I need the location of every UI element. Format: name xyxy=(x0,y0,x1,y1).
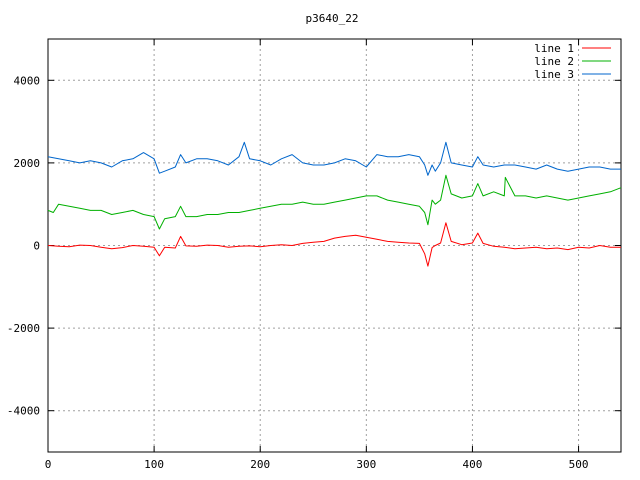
y-tick-label: 2000 xyxy=(14,157,41,170)
series-line-2 xyxy=(47,174,622,230)
y-tick-label: -2000 xyxy=(7,322,40,335)
x-tick-label: 0 xyxy=(45,458,52,471)
y-tick-label: 4000 xyxy=(14,74,41,87)
y-tick-label: 0 xyxy=(33,240,40,253)
series-line-3 xyxy=(47,141,621,176)
x-tick-label: 500 xyxy=(569,458,589,471)
axis-ticks: 0 100 200 300 400 500 -4000 -2000 0 2000 4000 xyxy=(7,39,621,471)
legend-label-3: line 3 xyxy=(534,68,574,81)
chart-title: p3640_22 xyxy=(306,12,359,25)
series-line-1 xyxy=(47,222,621,267)
legend-label-1: line 1 xyxy=(534,42,574,55)
legend-label-2: line 2 xyxy=(534,55,574,68)
x-tick-label: 200 xyxy=(250,458,270,471)
x-tick-label: 300 xyxy=(356,458,376,471)
y-tick-label: -4000 xyxy=(7,405,40,418)
x-tick-label: 400 xyxy=(463,458,483,471)
series-lines xyxy=(47,141,622,267)
x-tick-label: 100 xyxy=(144,458,164,471)
